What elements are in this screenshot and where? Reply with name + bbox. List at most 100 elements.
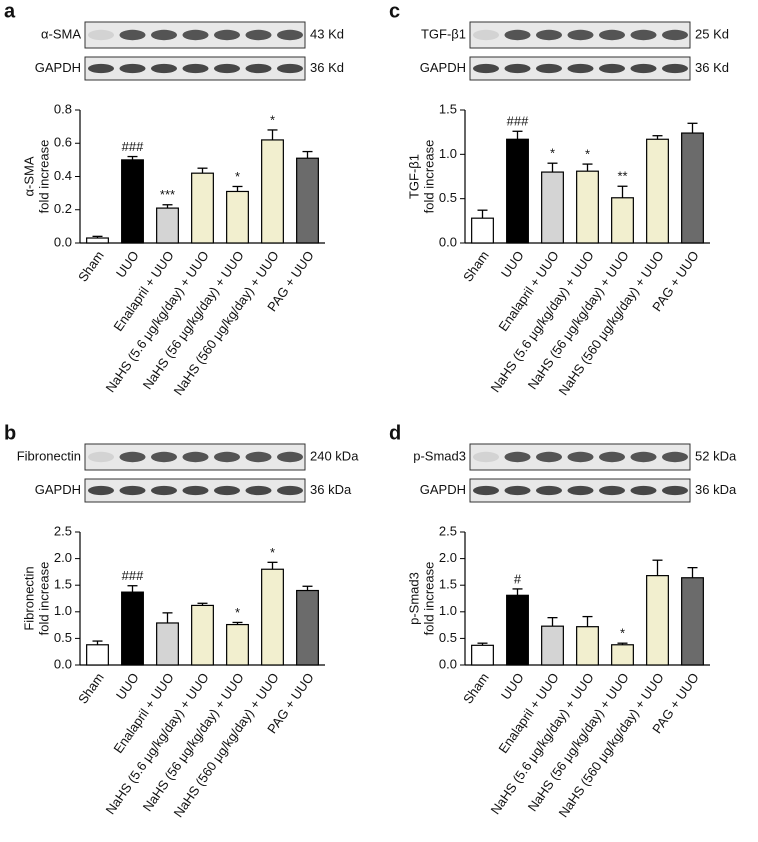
- blot-label: GAPDH: [35, 60, 81, 75]
- blot-size: 43 Kd: [310, 26, 344, 41]
- panel: d p-Smad3 52 kDa GAPDH 36 kDa 0.0 0.5 1.0 1.5 2.0…: [389, 422, 737, 820]
- y-tick-label: 1.5: [439, 577, 457, 592]
- blot-band: [119, 63, 146, 74]
- blot-band: [473, 485, 499, 496]
- blot-band: [630, 451, 657, 463]
- bar: [646, 138, 669, 244]
- significance: ###: [122, 139, 144, 154]
- blot-band: [473, 451, 499, 463]
- blot-band: [151, 29, 177, 41]
- bar: [541, 625, 564, 666]
- blot-band: [245, 485, 272, 496]
- y-tick-label: 0.0: [54, 656, 72, 671]
- blot-band: [119, 451, 146, 463]
- bar: [681, 577, 704, 666]
- blot-size: 36 Kd: [310, 60, 344, 75]
- blot-band: [536, 485, 562, 496]
- y-tick-label: 0.5: [439, 190, 457, 205]
- bar: [226, 623, 249, 666]
- blot-band: [88, 485, 114, 496]
- bar: [506, 594, 529, 666]
- blot-band: [504, 451, 531, 463]
- blot-band: [245, 29, 272, 41]
- panel-letter: c: [389, 0, 400, 22]
- blot-band: [182, 29, 209, 41]
- blot-band: [599, 451, 625, 463]
- blot-band: [536, 63, 562, 74]
- blot-band: [214, 29, 240, 41]
- blot-band: [182, 63, 209, 74]
- significance: #: [514, 571, 522, 586]
- y-tick-label: 0.0: [439, 234, 457, 249]
- blot-band: [88, 451, 114, 463]
- y-tick-label: 2.0: [439, 550, 457, 565]
- blot-band: [182, 451, 209, 463]
- blot-band: [630, 63, 657, 74]
- bar: [226, 190, 249, 244]
- blot-band: [151, 63, 177, 74]
- blot-band: [214, 451, 240, 463]
- bar: [86, 644, 109, 666]
- blot-label: TGF-β1: [421, 26, 466, 41]
- blot-band: [536, 451, 562, 463]
- blot-band: [277, 451, 303, 463]
- y-axis-label: p-Smad3: [406, 572, 421, 625]
- blot-size: 36 kDa: [310, 482, 352, 497]
- bar: [261, 568, 284, 666]
- blot-band: [567, 29, 594, 41]
- y-tick-label: 1.0: [54, 603, 72, 618]
- panel: a α-SMA 43 Kd GAPDH 36 Kd 0.0 0.2 0.4 0.6 0.8 α-SM…: [4, 0, 344, 398]
- significance: *: [270, 112, 275, 127]
- blot-size: 25 Kd: [695, 26, 729, 41]
- blot-band: [567, 485, 594, 496]
- bar: [191, 172, 214, 244]
- significance: ###: [507, 114, 529, 129]
- blot-band: [473, 29, 499, 41]
- significance: ***: [160, 187, 175, 202]
- blot-band: [662, 63, 688, 74]
- blot-size: 52 kDa: [695, 448, 737, 463]
- blot-band: [245, 63, 272, 74]
- significance: *: [620, 626, 625, 641]
- bar: [611, 644, 634, 666]
- blot-band: [245, 451, 272, 463]
- bar: [121, 159, 144, 244]
- blot-band: [182, 485, 209, 496]
- y-tick-label: 1.5: [54, 577, 72, 592]
- blot-size: 36 Kd: [695, 60, 729, 75]
- blot-label: α-SMA: [41, 26, 81, 41]
- x-tick-label: UUO: [498, 248, 527, 280]
- panel-letter: d: [389, 422, 401, 444]
- y-tick-label: 2.5: [54, 523, 72, 538]
- bar: [611, 197, 634, 244]
- blot-band: [277, 485, 303, 496]
- x-tick-label: UUO: [113, 670, 142, 702]
- y-tick-label: 1.0: [439, 603, 457, 618]
- y-tick-label: 0.5: [439, 630, 457, 645]
- significance: *: [585, 147, 590, 162]
- blot-band: [662, 451, 688, 463]
- blot-band: [630, 485, 657, 496]
- blot-band: [504, 63, 531, 74]
- bar: [681, 132, 704, 244]
- bar: [296, 157, 319, 244]
- blot-band: [504, 29, 531, 41]
- blot-band: [567, 451, 594, 463]
- significance: *: [550, 146, 555, 161]
- blot-band: [277, 29, 303, 41]
- bar: [506, 138, 529, 244]
- blot-band: [277, 63, 303, 74]
- significance: *: [235, 169, 240, 184]
- bar: [261, 139, 284, 244]
- significance: *: [235, 605, 240, 620]
- y-axis-label: fold increase: [421, 140, 436, 214]
- blot-label: GAPDH: [420, 482, 466, 497]
- bar: [576, 626, 599, 666]
- bar: [471, 217, 494, 244]
- y-tick-label: 2.0: [54, 550, 72, 565]
- blot-band: [630, 29, 657, 41]
- y-axis-label: fold increase: [421, 562, 436, 636]
- blot-label: p-Smad3: [413, 448, 466, 463]
- blot-size: 36 kDa: [695, 482, 737, 497]
